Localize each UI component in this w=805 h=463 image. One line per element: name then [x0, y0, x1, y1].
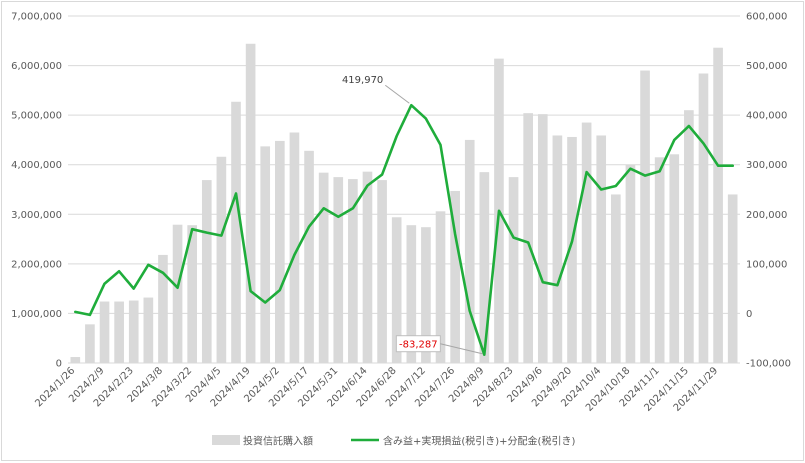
- bar: [508, 177, 519, 363]
- bar: [421, 227, 431, 363]
- right-tick-label: 200,000: [746, 210, 787, 221]
- line-series-path: [74, 103, 735, 357]
- legend-label-line: 含み益+実現損益(税引き)+分配金(税引き): [383, 435, 575, 448]
- bar: [318, 172, 329, 363]
- bar: [85, 324, 95, 363]
- bar: [567, 136, 577, 363]
- bar: [391, 217, 402, 363]
- bar-series: [70, 43, 738, 364]
- annotation-max-label: 419,970: [342, 75, 383, 86]
- bar: [158, 254, 168, 363]
- bar: [654, 157, 665, 363]
- bar: [625, 164, 636, 363]
- bar: [713, 47, 723, 364]
- right-tick-label: 400,000: [746, 111, 787, 122]
- bar: [231, 101, 241, 363]
- bar: [552, 135, 563, 363]
- right-tick-label: 100,000: [746, 259, 787, 270]
- bar: [128, 300, 139, 363]
- bar: [698, 73, 709, 363]
- left-axis-ticks: 0 1,000,000 2,000,000 3,000,000 4,000,000 5,0…: [11, 12, 62, 370]
- bar: [640, 70, 650, 364]
- line-series: [74, 103, 735, 357]
- bar: [260, 146, 271, 363]
- bar: [348, 179, 358, 363]
- bar: [684, 110, 694, 363]
- left-tick-label: 4,000,000: [11, 160, 62, 171]
- left-tick-label: 0: [56, 359, 62, 370]
- x-tick-label: 2024/1/26: [33, 365, 77, 409]
- bar: [450, 190, 460, 363]
- bar: [406, 225, 417, 363]
- bar: [669, 154, 680, 363]
- legend-label-bar: 投資信託購入額: [243, 435, 313, 448]
- bar: [435, 211, 446, 363]
- right-tick-label: -100,000: [746, 359, 791, 370]
- data-annotations: 419,970 -83,287: [342, 75, 483, 355]
- bar: [216, 156, 227, 363]
- bar: [187, 225, 197, 363]
- right-tick-label: 500,000: [746, 61, 787, 72]
- bar: [172, 224, 183, 363]
- bar: [304, 150, 314, 363]
- bar: [727, 194, 738, 363]
- left-tick-label: 7,000,000: [11, 12, 62, 23]
- bar: [479, 172, 490, 363]
- bar: [70, 357, 81, 363]
- bar: [537, 114, 548, 363]
- bar: [114, 301, 124, 363]
- x-axis-ticks: 2024/1/262024/2/92024/2/232024/3/82024/3…: [33, 365, 720, 414]
- bar: [201, 180, 212, 363]
- bar: [581, 122, 592, 363]
- bar: [596, 135, 607, 363]
- bar: [523, 113, 533, 363]
- right-tick-label: 600,000: [746, 12, 787, 23]
- right-tick-label: 300,000: [746, 160, 787, 171]
- bar: [245, 43, 256, 363]
- bar: [289, 132, 300, 363]
- bar: [143, 297, 154, 363]
- left-tick-label: 3,000,000: [11, 210, 62, 221]
- bar: [362, 171, 373, 363]
- bar: [99, 301, 110, 363]
- annotation-leader: [385, 84, 410, 104]
- right-axis-ticks: -100,000 0 100,000 200,000 300,000 400,000 500…: [746, 12, 791, 370]
- gridlines: [68, 15, 740, 364]
- left-tick-label: 6,000,000: [11, 61, 62, 72]
- bar: [333, 177, 344, 363]
- left-tick-label: 2,000,000: [11, 259, 62, 270]
- bar: [377, 180, 387, 363]
- annotation-min-label: -83,287: [399, 340, 438, 351]
- legend-swatch-bar: [212, 435, 240, 445]
- left-tick-label: 5,000,000: [11, 111, 62, 122]
- bar: [611, 194, 621, 363]
- bar: [464, 139, 475, 363]
- annotation-leader: [440, 343, 483, 355]
- left-tick-label: 1,000,000: [11, 309, 62, 320]
- legend: 投資信託購入額 含み益+実現損益(税引き)+分配金(税引き): [212, 435, 575, 448]
- right-tick-label: 0: [746, 309, 752, 320]
- bar: [275, 140, 285, 363]
